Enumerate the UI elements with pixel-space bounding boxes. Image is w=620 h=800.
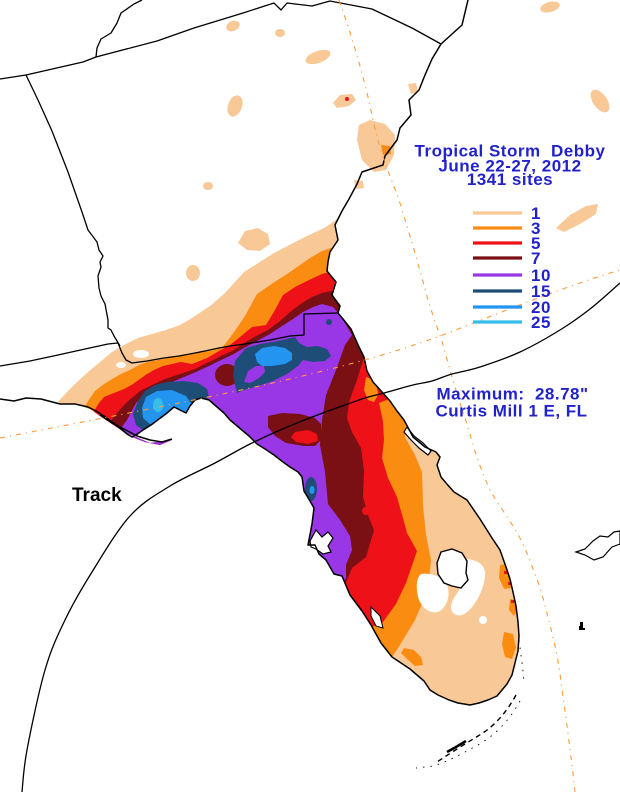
svg-text:Track: Track — [72, 485, 122, 506]
svg-text:Curtis Mill 1 E, FL: Curtis Mill 1 E, FL — [435, 402, 587, 421]
svg-text:20: 20 — [531, 298, 551, 317]
svg-text:25: 25 — [531, 313, 551, 332]
svg-text:June 22-27, 2012: June 22-27, 2012 — [438, 157, 581, 176]
svg-text:3: 3 — [531, 219, 541, 238]
svg-text:15: 15 — [531, 282, 551, 301]
svg-text:5: 5 — [531, 234, 541, 253]
svg-text:1341 sites: 1341 sites — [467, 170, 553, 189]
svg-text:Tropical Storm Debby: Tropical Storm Debby — [415, 142, 606, 161]
svg-text:1: 1 — [531, 204, 541, 223]
svg-text:Maximum: 28.78": Maximum: 28.78" — [436, 385, 588, 404]
svg-text:10: 10 — [531, 266, 551, 285]
svg-text:7: 7 — [531, 249, 541, 268]
